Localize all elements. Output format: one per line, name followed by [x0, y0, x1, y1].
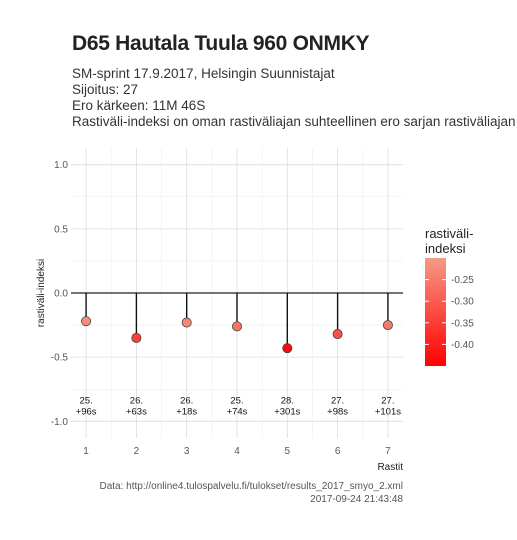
y-tick-label: -1.0: [51, 417, 69, 428]
data-point: [282, 343, 293, 354]
y-axis-title: rastiväli-indeksi: [36, 259, 47, 327]
subtitle-event: SM-sprint 17.9.2017, Helsingin Suunnista…: [72, 66, 335, 81]
data-label-diff: +18s: [176, 406, 197, 417]
legend-colorbar: [425, 258, 446, 366]
y-tick-label: 0.0: [54, 289, 68, 300]
data-label-rank: 28.: [281, 395, 294, 406]
x-tick-label: 6: [335, 446, 341, 457]
data-label-diff: +98s: [327, 406, 348, 417]
data-label-diff: +96s: [76, 406, 97, 417]
data-point: [382, 320, 393, 331]
subtitle-gap: Ero kärkeen: 11M 46S: [72, 98, 206, 113]
x-tick-label: 2: [134, 446, 140, 457]
y-tick-label: -0.5: [51, 353, 69, 364]
x-tick-label: 3: [184, 446, 190, 457]
legend-label: -0.35: [451, 318, 474, 329]
data-point: [181, 317, 192, 328]
data-label-diff: +74s: [227, 406, 248, 417]
x-tick-label: 5: [285, 446, 291, 457]
data-label-rank: 25.: [79, 395, 92, 406]
x-axis-title: Rastit: [377, 462, 403, 473]
legend-title-line2: indeksi: [425, 241, 466, 256]
data-label-rank: 26.: [180, 395, 193, 406]
data-label-diff: +63s: [126, 406, 147, 417]
timestamp: 2017-09-24 21:43:48: [310, 494, 403, 505]
data-label-rank: 26.: [130, 395, 143, 406]
x-tick-label: 4: [234, 446, 240, 457]
legend-label: -0.40: [451, 340, 474, 351]
data-point: [81, 316, 92, 327]
legend-label: -0.25: [451, 275, 474, 286]
x-tick-label: 1: [83, 446, 89, 457]
legend-title-line1: rastiväli-: [425, 226, 473, 241]
subtitle-description: Rastiväli-indeksi on oman rastiväliajan …: [72, 114, 517, 129]
data-source-note: Data: http://online4.tulospalvelu.fi/tul…: [99, 481, 403, 492]
x-tick-label: 7: [385, 446, 391, 457]
data-label-diff: +301s: [274, 406, 300, 417]
chart-title: D65 Hautala Tuula 960 ONMKY: [72, 32, 370, 55]
data-label-rank: 27.: [331, 395, 344, 406]
legend-label: -0.30: [451, 297, 474, 308]
data-label-diff: +101s: [375, 406, 401, 417]
y-tick-label: 1.0: [54, 160, 68, 171]
data-label-rank: 27.: [381, 395, 394, 406]
data-point: [332, 329, 343, 340]
subtitle-rank: Sijoitus: 27: [72, 82, 139, 97]
data-point: [231, 321, 242, 332]
data-point: [131, 332, 142, 343]
y-tick-label: 0.5: [54, 224, 68, 235]
data-label-rank: 25.: [230, 395, 243, 406]
